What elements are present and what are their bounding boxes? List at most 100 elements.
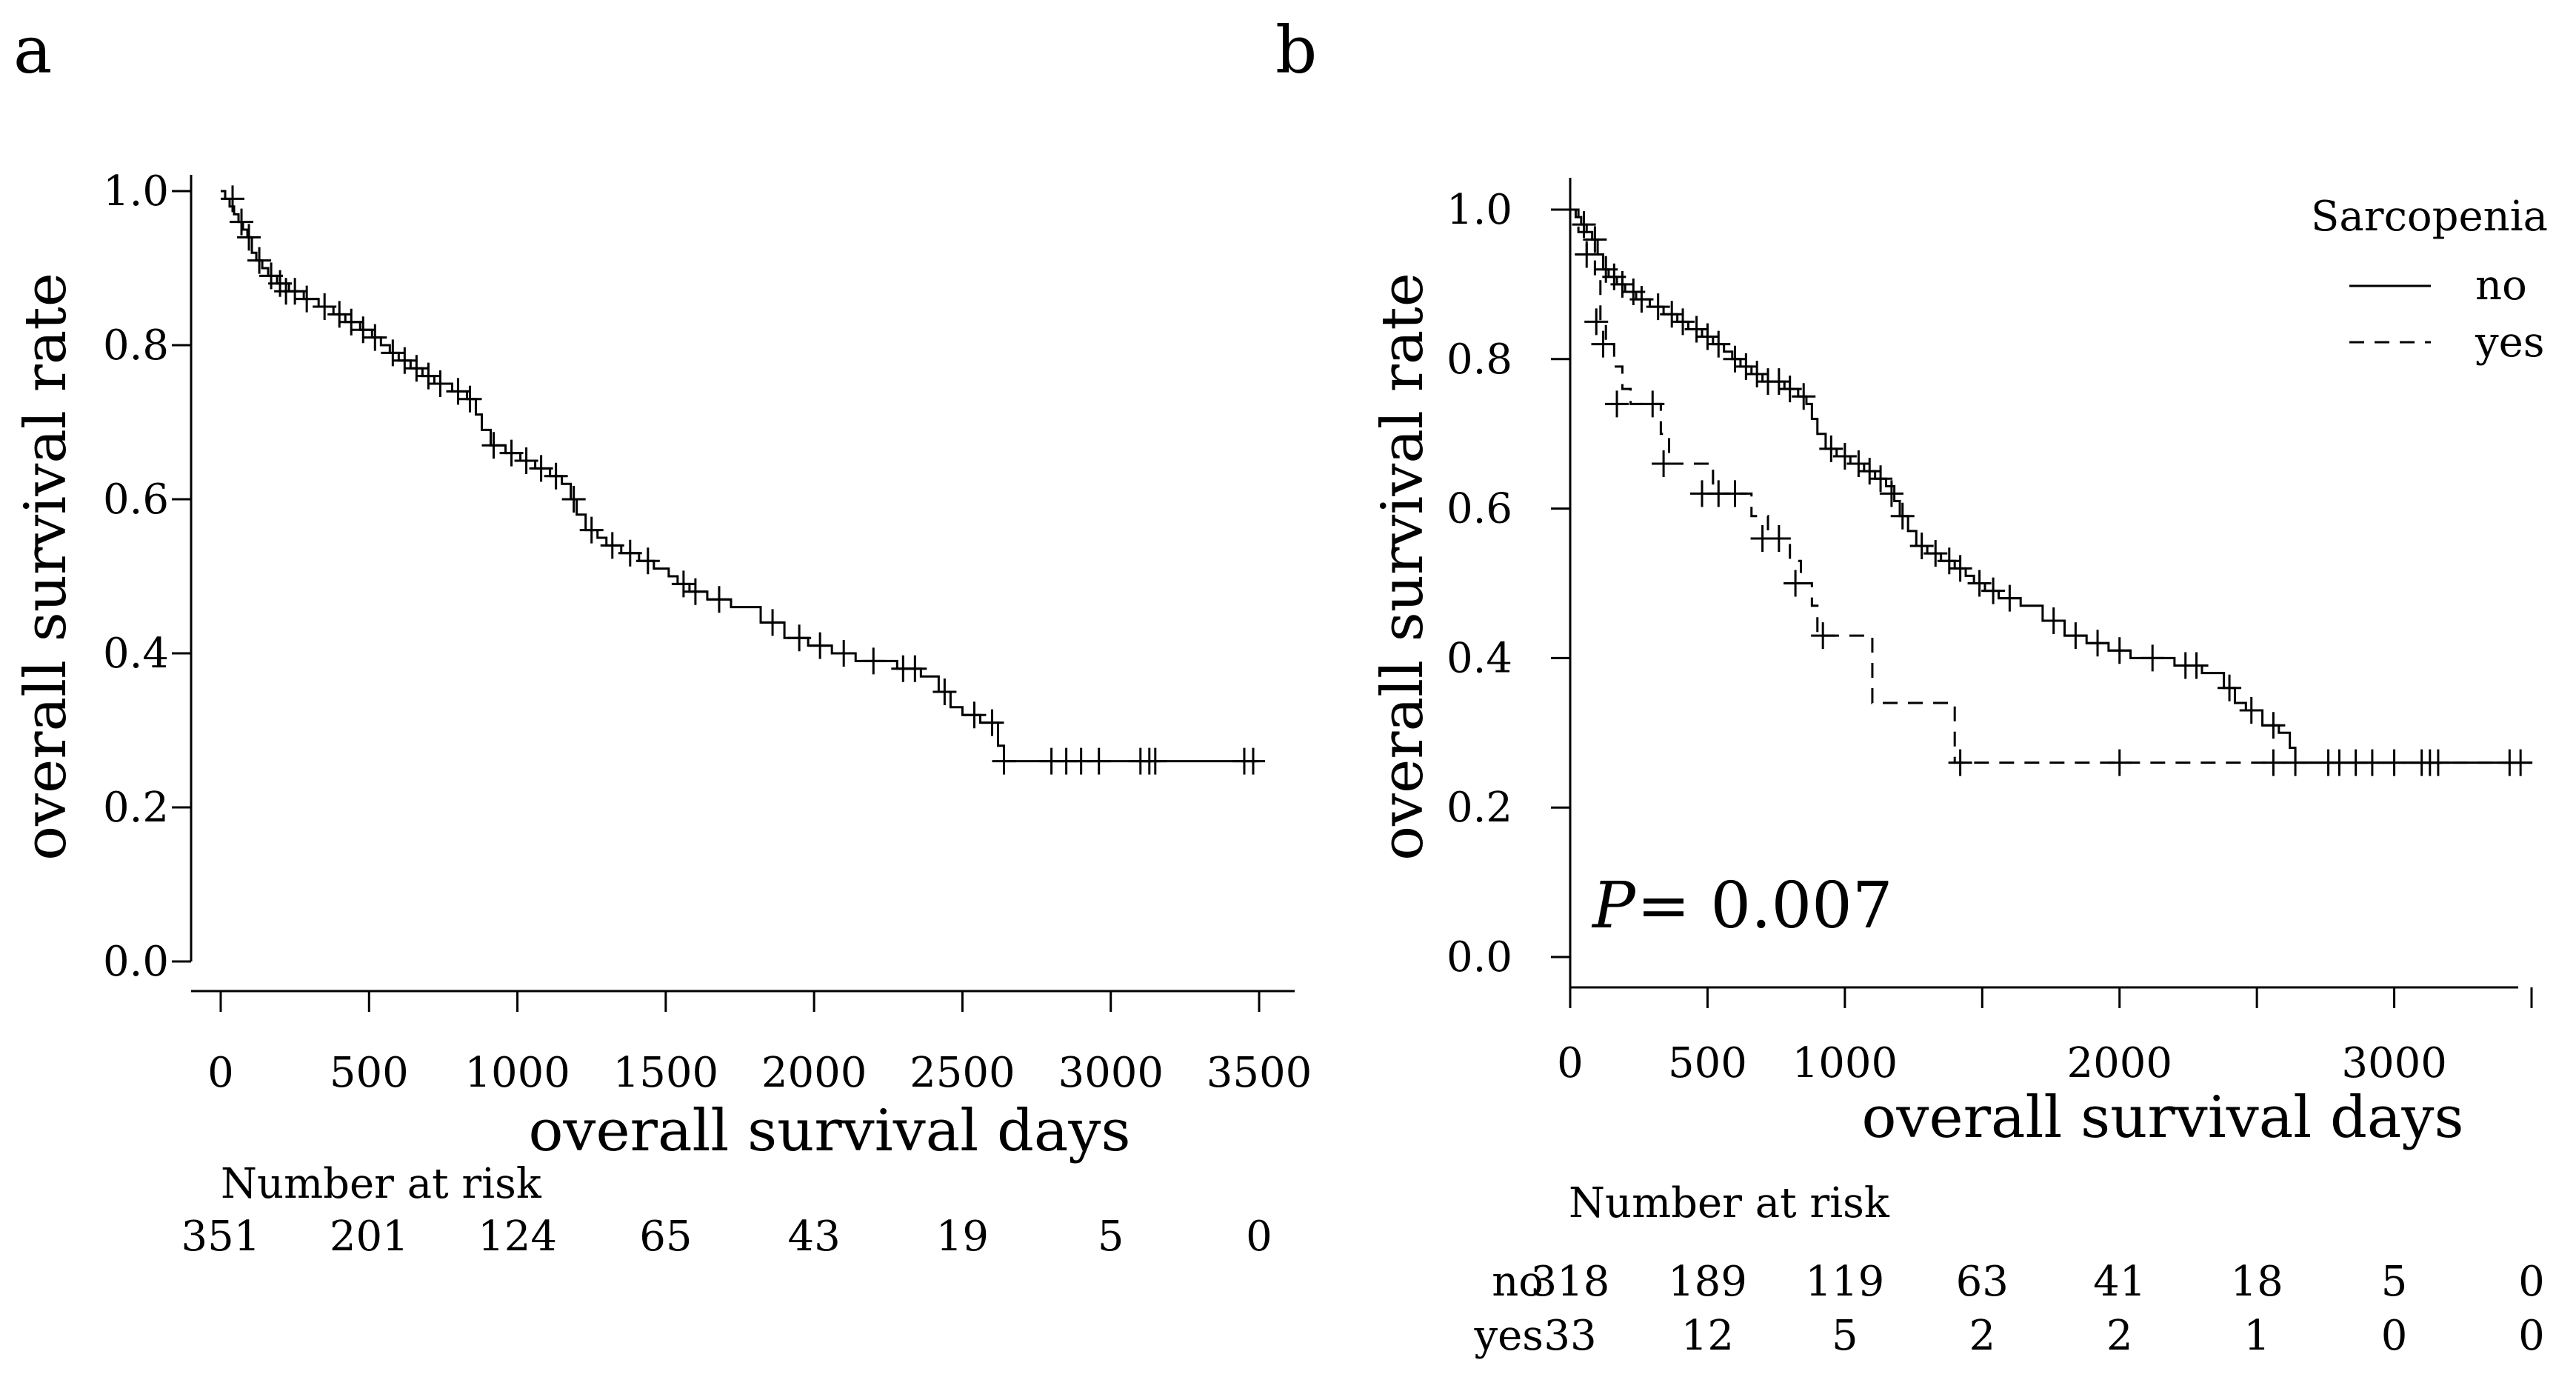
- censor-mark: [1572, 211, 1596, 239]
- censor-mark: [1745, 360, 1769, 387]
- x-tick-label: 1000: [464, 1049, 570, 1097]
- censor-mark: [1832, 442, 1857, 470]
- km-curve-no: [1570, 208, 2532, 764]
- x-tick-label: 2500: [910, 1049, 1015, 1097]
- censor-mark: [992, 747, 1016, 775]
- y-tick-label: 0.0: [1447, 933, 1512, 981]
- curves-a: [221, 185, 1265, 775]
- censor-mark: [428, 370, 453, 397]
- censor-mark: [230, 208, 254, 236]
- censor-mark: [1766, 524, 1791, 552]
- censor-mark: [237, 224, 261, 251]
- censor-mark: [1981, 577, 2006, 604]
- censor-mark: [787, 624, 812, 652]
- censor-mark: [761, 609, 785, 636]
- censor-mark: [1890, 502, 1915, 530]
- x-tick-label: 500: [330, 1049, 409, 1097]
- legend-title: Sarcopenia: [2311, 193, 2548, 241]
- censor-mark: [1948, 555, 1972, 582]
- censor-mark: [1575, 241, 1599, 268]
- censor-mark: [1610, 270, 1635, 298]
- censor-mark: [1241, 747, 1265, 775]
- censor-mark: [980, 709, 1004, 736]
- censor-mark: [514, 447, 538, 474]
- risk-title-a: Number at risk: [221, 1160, 542, 1208]
- risk-count: 65: [639, 1213, 692, 1261]
- censor-mark: [2140, 644, 2165, 672]
- x-tick-label: 1500: [613, 1049, 719, 1097]
- risk-count: 43: [788, 1213, 841, 1261]
- censor-mark: [561, 486, 586, 513]
- censor-mark: [351, 316, 376, 344]
- censor-mark: [339, 308, 364, 336]
- risk-count: 63: [1956, 1258, 2009, 1306]
- censor-mark: [1584, 308, 1609, 336]
- censor-mark: [295, 285, 319, 313]
- censor-mark: [458, 385, 482, 413]
- censor-mark: [1684, 316, 1709, 343]
- censor-mark: [618, 539, 642, 567]
- censor-mark: [1706, 330, 1731, 358]
- censor-mark: [446, 378, 470, 405]
- censor-mark: [2239, 697, 2263, 724]
- x-tick-label: 0: [207, 1049, 234, 1097]
- censor-mark: [1923, 540, 1948, 567]
- censor-mark: [1723, 480, 1747, 507]
- y-tick-label: 1.0: [1447, 186, 1512, 234]
- censor-mark: [363, 324, 387, 351]
- risk-count: 1: [2243, 1312, 2270, 1360]
- censor-mark: [1605, 390, 1629, 418]
- risk-count: 5: [2381, 1258, 2408, 1306]
- censor-mark: [1792, 383, 1816, 410]
- censor-mark: [1998, 584, 2022, 612]
- p-value-annotation: P = 0.007: [1591, 869, 1893, 943]
- y-tick-label: 0.4: [103, 630, 169, 678]
- y-tick-label: 0.6: [103, 476, 169, 524]
- censor-mark: [1948, 749, 1972, 776]
- y-tick-label: 1.0: [103, 167, 169, 216]
- x-tick-label: 0: [1557, 1039, 1584, 1087]
- censor-mark: [2184, 652, 2209, 679]
- censor-mark: [268, 270, 293, 297]
- censor-mark: [1671, 308, 1695, 336]
- censor-mark: [1869, 465, 1893, 493]
- y-axis-title-b: overall survival rate: [1369, 273, 1436, 861]
- censor-mark: [903, 655, 927, 682]
- censor-mark: [1629, 286, 1654, 313]
- panel-label-a: a: [13, 12, 52, 88]
- axes-b: 0.0 0.2 0.4 0.6 0.8 1.0 0 500 1000 2000 3000: [1447, 178, 2533, 1087]
- censor-mark: [707, 586, 731, 613]
- censor-mark: [1641, 390, 1665, 418]
- censor-mark: [283, 278, 307, 305]
- risk-count: 119: [1805, 1258, 1884, 1306]
- censor-mark: [2063, 622, 2088, 650]
- censor-mark: [2107, 749, 2132, 776]
- risk-row-name: yes: [1473, 1312, 1544, 1360]
- censor-mark: [221, 185, 245, 213]
- risk-count: 0: [1246, 1213, 1272, 1261]
- censor-mark: [683, 578, 707, 605]
- censor-mark: [2086, 630, 2110, 657]
- censor-mark: [635, 547, 660, 575]
- censor-mark: [247, 247, 272, 274]
- p-value-text: = 0.007: [1637, 869, 1893, 943]
- curves-b: [1570, 208, 2533, 776]
- y-tick-label: 0.2: [1447, 784, 1512, 832]
- censor-mark: [932, 679, 957, 705]
- risk-count: 2: [2106, 1312, 2133, 1360]
- censor-mark: [1819, 435, 1843, 462]
- risk-count: 33: [1544, 1312, 1596, 1360]
- panel-label-b: b: [1275, 12, 1317, 88]
- legend-label-yes: yes: [2475, 319, 2545, 367]
- risk-count: 5: [1832, 1312, 1858, 1360]
- risk-count: 124: [478, 1213, 557, 1261]
- censor-mark: [1591, 330, 1615, 358]
- p-value-symbol: P: [1591, 869, 1637, 943]
- y-tick-label: 0.0: [103, 938, 169, 986]
- risk-count: 318: [1531, 1258, 1610, 1306]
- risk-row-name: no: [1492, 1258, 1544, 1306]
- y-tick-label: 0.8: [1447, 336, 1512, 384]
- risk-count: 5: [1098, 1213, 1124, 1261]
- censor-mark: [499, 439, 524, 467]
- km-curve-all: [221, 190, 1259, 763]
